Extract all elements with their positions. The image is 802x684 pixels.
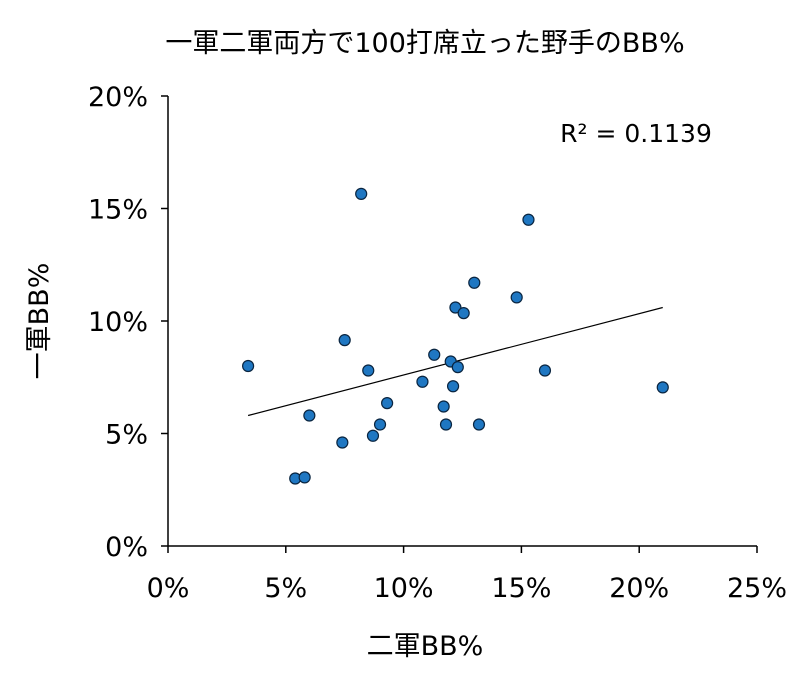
data-point: [428, 348, 441, 361]
y-tick-label: 20%: [88, 82, 148, 113]
data-point: [437, 400, 450, 413]
data-point: [457, 307, 470, 320]
y-tick-label: 0%: [105, 532, 148, 563]
data-point: [446, 380, 460, 393]
data-point: [381, 397, 394, 410]
axes: [167, 96, 757, 547]
data-point: [298, 471, 311, 484]
x-tick-label: 5%: [264, 573, 307, 604]
data-point: [656, 381, 669, 394]
chart-title: 一軍二軍両方で100打席立った野手のBB%: [165, 28, 684, 59]
data-points: [242, 187, 669, 485]
y-tick-label: 5%: [105, 420, 148, 451]
data-point: [242, 359, 255, 373]
x-tick-label: 15%: [491, 573, 551, 604]
y-axis-title: 一軍BB%: [24, 263, 55, 380]
data-point: [336, 436, 349, 449]
data-point: [338, 334, 351, 347]
data-point: [373, 418, 387, 431]
x-tick-label: 10%: [374, 573, 434, 604]
y-ticks: 0% 5% 10% 15% 20%: [88, 82, 168, 563]
data-point: [355, 187, 368, 200]
data-point: [439, 418, 453, 431]
data-point: [362, 364, 375, 377]
y-tick-label: 15%: [88, 195, 148, 226]
data-point: [449, 301, 462, 314]
x-ticks: 0% 5% 10% 15% 20% 25%: [147, 546, 787, 604]
x-tick-label: 25%: [727, 573, 787, 604]
data-point: [303, 409, 316, 422]
data-point: [472, 418, 486, 431]
y-tick-label: 10%: [88, 307, 148, 338]
r-squared-label: R² = 0.1139: [560, 119, 712, 148]
data-point: [451, 361, 464, 374]
data-point: [468, 276, 481, 289]
x-tick-label: 20%: [609, 573, 669, 604]
x-axis-title: 二軍BB%: [367, 631, 484, 662]
x-tick-label: 0%: [147, 573, 190, 604]
data-point: [510, 291, 523, 304]
data-point: [366, 429, 380, 442]
data-point: [538, 364, 552, 377]
data-point: [416, 375, 429, 388]
data-point: [522, 213, 535, 226]
